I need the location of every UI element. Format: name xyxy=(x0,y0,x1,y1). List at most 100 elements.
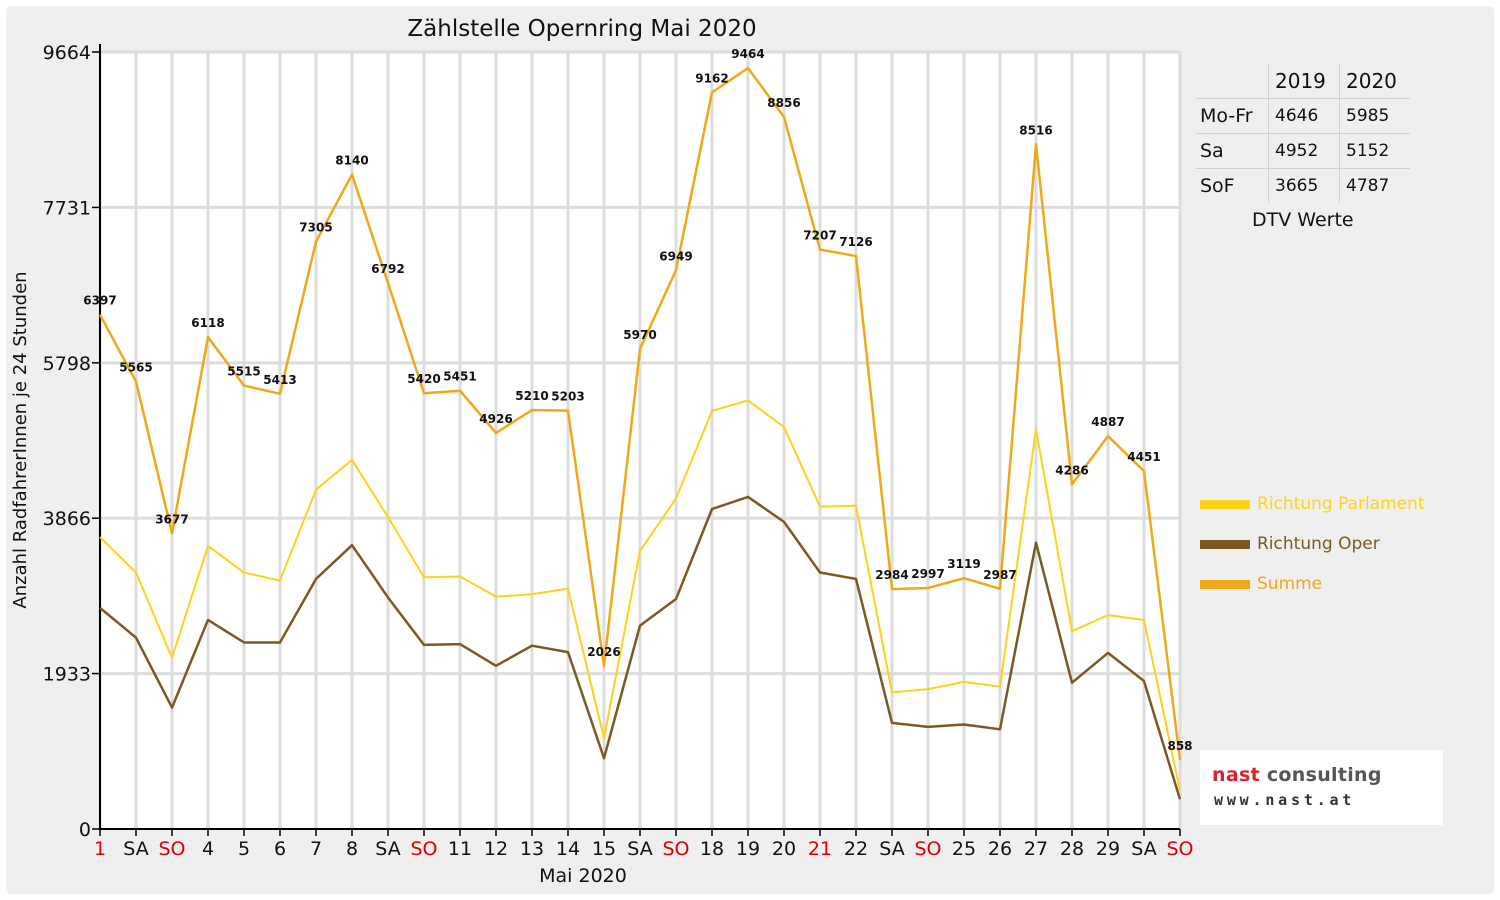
x-tick-label: 27 xyxy=(1024,838,1048,860)
dtv-caption: DTV Werte xyxy=(1252,209,1354,231)
logo-url: www.nast.at xyxy=(1214,791,1356,809)
x-tick-label: 1 xyxy=(94,838,106,860)
legend-label: Richtung Oper xyxy=(1257,534,1380,554)
x-tick-label: SA xyxy=(879,838,904,860)
series-layer xyxy=(98,66,1182,800)
series-line-oper xyxy=(99,495,1182,800)
legend-item-oper: Richtung Oper xyxy=(1200,534,1425,554)
dtv-row-label: Mo-Fr xyxy=(1196,98,1269,134)
data-label: 4451 xyxy=(1127,450,1160,464)
data-label: 5451 xyxy=(443,370,476,384)
data-label: 2997 xyxy=(911,567,944,581)
dtv-cell-2020: 5985 xyxy=(1339,98,1410,134)
data-label: 6949 xyxy=(659,249,692,263)
data-label: 9464 xyxy=(731,47,764,61)
data-label: 9162 xyxy=(695,71,728,85)
x-tick-label: 4 xyxy=(202,838,214,860)
y-tick-label: 1933 xyxy=(43,664,91,686)
dtv-row-sof: SoF 3665 4787 xyxy=(1196,168,1410,203)
y-tick-label: 3866 xyxy=(43,508,91,530)
dtv-cell-2019: 3665 xyxy=(1268,168,1340,203)
data-label: 2984 xyxy=(875,568,908,582)
dtv-row-label: SoF xyxy=(1196,168,1269,203)
legend-item-parlament: Richtung Parlament xyxy=(1200,494,1425,514)
x-tick-label: SA xyxy=(627,838,652,860)
dtv-header-empty xyxy=(1196,64,1269,99)
data-label: 5970 xyxy=(623,328,656,342)
data-label: 4887 xyxy=(1091,415,1124,429)
legend-label: Summe xyxy=(1257,574,1323,594)
legend-label: Richtung Parlament xyxy=(1257,494,1425,514)
y-axis-label: Anzahl RadfahrerInnen je 24 Stunden xyxy=(10,271,31,608)
dtv-cell-2019: 4952 xyxy=(1268,133,1340,169)
logo-brand-grey: consulting xyxy=(1259,764,1382,786)
x-tick-label: 29 xyxy=(1096,838,1120,860)
x-tick-label: SA xyxy=(1131,838,1156,860)
x-tick-label: SO xyxy=(158,838,185,860)
data-label: 6397 xyxy=(83,294,116,308)
x-tick-label: 8 xyxy=(346,838,358,860)
series-line-parlament xyxy=(99,399,1181,791)
x-tick-label: SO xyxy=(410,838,437,860)
y-tick-label: 0 xyxy=(79,819,91,841)
dtv-cell-2020: 5152 xyxy=(1339,133,1410,169)
dtv-header-2019: 2019 xyxy=(1268,64,1340,99)
x-tick-label: SO xyxy=(662,838,689,860)
x-tick-label: 13 xyxy=(520,838,544,860)
company-logo: nast consulting www.nast.at xyxy=(1200,750,1443,825)
grid-layer xyxy=(98,50,1182,829)
data-label: 5413 xyxy=(263,373,296,387)
logo-brand-red: nast xyxy=(1212,764,1260,786)
x-tick-label: 15 xyxy=(592,838,616,860)
x-tick-label: 7 xyxy=(310,838,322,860)
series-line-summe xyxy=(98,66,1182,761)
data-label: 5210 xyxy=(515,389,548,403)
legend-item-summe: Summe xyxy=(1200,574,1425,594)
legend-swatch xyxy=(1200,499,1250,509)
dtv-row-mofr: Mo-Fr 4646 5985 xyxy=(1196,98,1410,134)
dtv-cell-2019: 4646 xyxy=(1268,98,1340,134)
dtv-row-sa: Sa 4952 5152 xyxy=(1196,133,1410,169)
data-label: 7126 xyxy=(839,235,872,249)
y-tick-label: 9664 xyxy=(43,42,91,64)
x-tick-label: 11 xyxy=(448,838,472,860)
data-label: 8140 xyxy=(335,154,368,168)
x-tick-label: SO xyxy=(914,838,941,860)
data-label: 5203 xyxy=(551,390,584,404)
x-tick-label: 20 xyxy=(772,838,796,860)
x-tick-label: 5 xyxy=(238,838,250,860)
x-tick-label: 14 xyxy=(556,838,580,860)
data-label: 7207 xyxy=(803,229,836,243)
x-tick-label: 22 xyxy=(844,838,868,860)
data-label: 4926 xyxy=(479,412,512,426)
data-label: 5565 xyxy=(119,361,152,375)
dtv-table: 2019 2020 Mo-Fr 4646 5985 Sa 4952 5152 S… xyxy=(1196,64,1410,203)
x-tick-label: 26 xyxy=(988,838,1012,860)
y-tick-label: 5798 xyxy=(43,353,91,375)
x-tick-label: 18 xyxy=(700,838,724,860)
chart-title: Zählstelle Opernring Mai 2020 xyxy=(407,16,756,42)
legend: Richtung Parlament Richtung Oper Summe xyxy=(1200,494,1425,614)
data-label: 2987 xyxy=(983,568,1016,582)
dtv-header-2020: 2020 xyxy=(1339,64,1410,99)
x-tick-label: 25 xyxy=(952,838,976,860)
x-axis-label: Mai 2020 xyxy=(539,865,627,887)
data-label: 5515 xyxy=(227,365,260,379)
y-tick-label: 7731 xyxy=(43,197,91,219)
x-tick-label: 6 xyxy=(274,838,286,860)
data-label: 3119 xyxy=(947,557,980,571)
x-tick-label: 21 xyxy=(808,838,832,860)
legend-swatch xyxy=(1200,539,1250,549)
data-label: 4286 xyxy=(1055,463,1088,477)
data-label: 5420 xyxy=(407,372,440,386)
x-tick-label: SA xyxy=(375,838,400,860)
data-label: 8516 xyxy=(1019,123,1052,137)
dtv-cell-2020: 4787 xyxy=(1346,176,1390,196)
data-label: 6792 xyxy=(371,262,404,276)
x-tick-label: 12 xyxy=(484,838,508,860)
x-tick-label: SO xyxy=(1166,838,1193,860)
data-label: 3677 xyxy=(155,512,188,526)
data-label: 6118 xyxy=(191,316,224,330)
